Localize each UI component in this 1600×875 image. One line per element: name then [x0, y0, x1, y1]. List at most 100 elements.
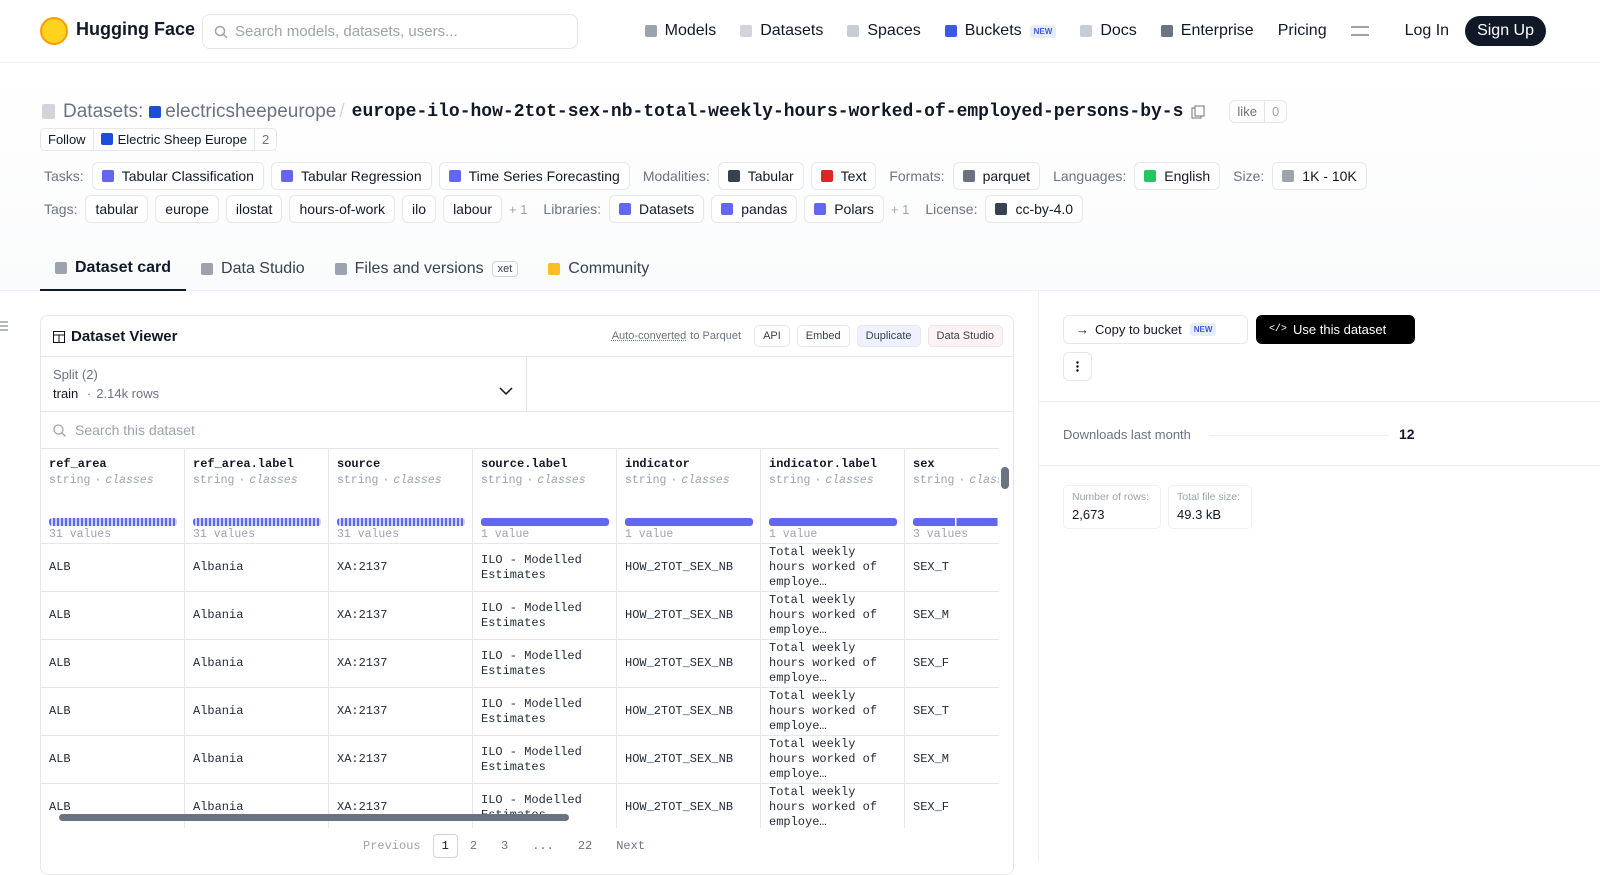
tag-chip[interactable]: English: [1134, 162, 1221, 190]
new-badge: NEW: [1029, 24, 1057, 38]
tag-chip[interactable]: europe: [155, 195, 219, 223]
owner[interactable]: electricsheepeurope: [165, 100, 337, 122]
column-type: string·classes: [49, 474, 176, 487]
tab[interactable]: Dataset card: [40, 247, 187, 291]
tag-chip[interactable]: Tabular: [717, 162, 804, 190]
like-button[interactable]: like 0: [1229, 100, 1288, 123]
logo[interactable]: [40, 17, 68, 45]
xet-badge: xet: [491, 261, 519, 277]
histogram: [913, 518, 999, 526]
tag-text: cc-by-4.0: [1015, 201, 1074, 217]
tag-chip[interactable]: ilo: [402, 195, 437, 223]
tag-chip[interactable]: Tabular Regression: [270, 162, 432, 190]
tag-chip[interactable]: parquet: [952, 162, 1041, 190]
tag-chip[interactable]: Tabular Classification: [91, 162, 264, 190]
meta-group: Size: 1K - 10K: [1233, 162, 1374, 190]
tag-text: English: [1164, 168, 1211, 184]
column-header[interactable]: sex string·classes 3 values: [905, 449, 999, 544]
column-header[interactable]: indicator string · classes 1 value: [617, 449, 761, 544]
tag-chip[interactable]: Text: [810, 162, 877, 190]
brand[interactable]: Hugging Face: [76, 19, 196, 39]
tag-text: tabular: [95, 201, 139, 217]
nav-link-text: Pricing: [1277, 22, 1327, 39]
kind: classes: [681, 474, 730, 487]
meta-group: Tags: tabular europe ilostat hours-of-work il…: [44, 195, 537, 223]
more-count[interactable]: + 1: [508, 201, 528, 217]
type: string: [337, 474, 379, 487]
tab[interactable]: Files and versions xet: [320, 247, 534, 291]
tag-chip[interactable]: Time Series Forecasting: [438, 162, 630, 190]
page[interactable]: ...: [532, 839, 554, 853]
tag-chip[interactable]: cc-by-4.0: [985, 195, 1084, 223]
tag-chip[interactable]: ilostat: [225, 195, 283, 223]
copy-icon[interactable]: [1191, 105, 1205, 119]
nav-link[interactable]: Spaces: [847, 22, 921, 40]
tag-text: ilo: [412, 201, 427, 217]
auto-converted[interactable]: Auto-converted: [611, 330, 687, 342]
tab[interactable]: Data Studio: [186, 247, 320, 291]
v-thumb[interactable]: [1001, 467, 1009, 489]
nav-link[interactable]: Datasets: [740, 22, 823, 40]
meta-group: Tasks: Tabular Classification Tabular Regr…: [44, 162, 637, 190]
nav-link[interactable]: Pricing: [1278, 22, 1327, 40]
menu-icon[interactable]: [1350, 26, 1369, 36]
meta-row: Tasks: Tabular Classification Tabular Regr…: [44, 162, 1380, 190]
login[interactable]: Log In: [1404, 22, 1450, 39]
table-cell: HOW_2TOT_SEX_NB: [617, 544, 761, 592]
tag-text: hours-of-work: [299, 201, 386, 217]
button-text: Duplicate: [865, 330, 912, 342]
copy-button[interactable]: → Copy to bucket NEW: [1063, 315, 1248, 344]
nav-link[interactable]: Models: [644, 22, 716, 40]
tag-chip[interactable]: hours-of-work: [289, 195, 396, 223]
nav-link[interactable]: Enterprise: [1160, 22, 1254, 40]
more-count[interactable]: + 1: [890, 201, 910, 217]
column-header[interactable]: source string · classes 31 values: [329, 449, 473, 544]
column-header[interactable]: ref_area.label string · classes 31 values: [185, 449, 329, 544]
v-scrollbar: [1001, 454, 1009, 804]
viewer-button[interactable]: Data Studio: [927, 325, 1003, 347]
previous[interactable]: Previous: [363, 839, 421, 853]
tag-chip[interactable]: pandas: [711, 195, 798, 223]
tag-chip[interactable]: tabular: [85, 195, 149, 223]
stat-value: 49.3 kB: [1177, 507, 1222, 522]
stat-label: Number of rows:: [1072, 491, 1150, 503]
meta-label: Tasks:: [44, 168, 84, 184]
page[interactable]: 22: [577, 839, 593, 853]
tag-chip[interactable]: 1K - 10K: [1272, 162, 1367, 190]
table-cell: ILO - Modelled Estimates: [473, 640, 617, 688]
use-button[interactable]: </> Use this dataset: [1256, 315, 1415, 344]
page[interactable]: 1: [432, 834, 458, 858]
viewer-button[interactable]: API: [754, 325, 790, 347]
tag-chip[interactable]: labour: [443, 195, 502, 223]
h-thumb[interactable]: [59, 814, 569, 821]
tag-chip[interactable]: Datasets: [609, 195, 705, 223]
tag-chip[interactable]: Polars: [804, 195, 884, 223]
code-icon: </>: [1269, 324, 1288, 335]
meta-group: License: cc-by-4.0: [925, 195, 1090, 223]
kind: classes: [105, 474, 154, 487]
table-cell: ILO - Modelled Estimates: [473, 688, 617, 736]
nav-link[interactable]: Buckets NEW: [944, 22, 1057, 40]
viewer-search[interactable]: Search this dataset: [53, 422, 195, 438]
viewer-button[interactable]: Embed: [796, 325, 850, 347]
page[interactable]: 2: [469, 839, 478, 853]
more-button[interactable]: [1063, 352, 1092, 381]
page[interactable]: 3: [501, 839, 509, 853]
histogram: [49, 518, 177, 526]
column-header[interactable]: ref_area string · classes 31 values: [41, 449, 185, 544]
signup[interactable]: Sign Up: [1465, 16, 1546, 46]
column-header[interactable]: indicator.label string · classes 1 value: [761, 449, 905, 544]
arrow: →: [1076, 322, 1089, 337]
follow-button[interactable]: Follow Electric Sheep Europe 2: [40, 128, 278, 151]
search-box[interactable]: Search models, datasets, users...: [202, 14, 578, 49]
column-header[interactable]: source.label string · classes 1 value: [473, 449, 617, 544]
split-selector[interactable]: Split (2) train · 2.14k rows: [41, 356, 527, 412]
tab[interactable]: Community: [533, 247, 664, 291]
side-toggle[interactable]: [0, 320, 10, 332]
next[interactable]: Next: [616, 839, 646, 853]
nav-link[interactable]: Docs: [1080, 22, 1137, 40]
icon: [201, 263, 214, 275]
viewer-button[interactable]: Duplicate: [856, 325, 921, 347]
tag-text: Text: [840, 168, 867, 184]
